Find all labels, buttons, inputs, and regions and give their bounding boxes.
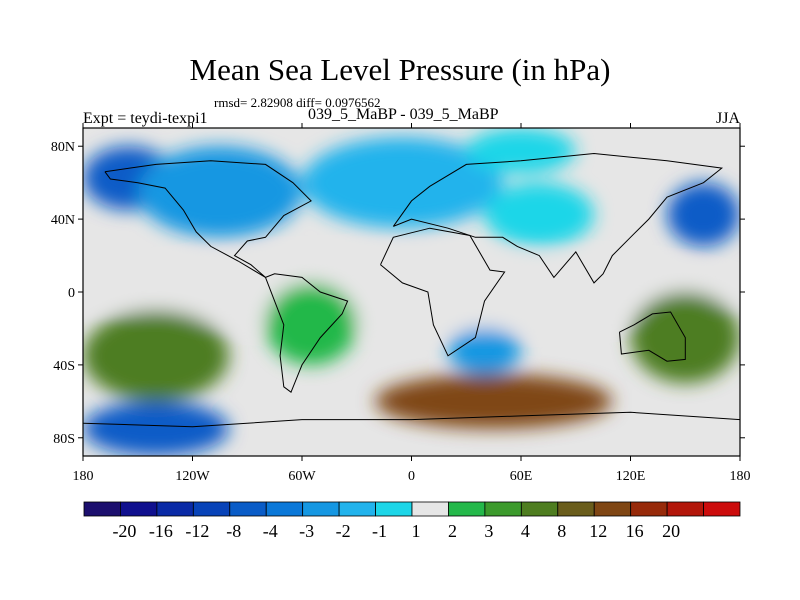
field-region-7 [83,310,229,402]
colorbar-box [411,501,449,517]
y-tick-label: 0 [68,286,75,301]
y-tick-label: 40N [51,213,75,228]
colorbar-label: -1 [372,521,387,541]
colorbar-box [302,501,340,517]
coastline-2 [392,152,724,284]
colorbar-label: 2 [448,521,457,541]
colorbar-label: 1 [412,521,421,541]
colorbar-box [265,501,304,517]
field-region-2 [302,137,503,229]
field-region-11 [83,401,229,456]
coastlines [83,152,740,428]
y-tick-label: 40S [53,359,75,374]
season-label: JJA [716,110,741,127]
field-region-4 [484,182,594,247]
colorbar-label: -4 [263,521,278,541]
colorbar-box [156,501,194,517]
x-tick-label: 180 [730,469,751,484]
colorbar-box [703,501,741,517]
colorbar-box [484,501,522,517]
colorbar-label: -8 [226,521,241,541]
colorbar-label: 12 [589,521,607,541]
colorbar-label: 20 [662,521,680,541]
x-tick-label: 120W [175,469,210,484]
coastline-5 [83,411,740,428]
colorbar-label: -20 [112,521,136,541]
y-tick-label: 80N [51,140,75,155]
colorbar: -20 -16 -12 -8 -4 -3 -2 -1 1 2 3 4 8 12 16 20 [83,501,741,541]
colorbar-box [520,501,559,517]
colorbar-label: -16 [149,521,173,541]
coastline-1 [265,273,349,393]
colorbar-box [448,501,486,517]
x-tick-label: 60E [510,469,533,484]
experiment-label: Expt = teydi-texpi1 [83,110,208,127]
colorbar-box [338,501,376,517]
x-tick-label: 60W [288,469,316,484]
x-tick-label: 0 [408,469,415,484]
colorbar-box [630,501,668,517]
field-region-10 [448,328,521,374]
colorbar-box [593,501,632,517]
field-region-9 [375,374,613,429]
colorbar-label: 16 [626,521,644,541]
field-region-5 [667,182,740,247]
coastline-4 [619,311,686,362]
colorbar-box [375,501,413,517]
chart-title: Mean Sea Level Pressure (in hPa) [189,52,611,87]
rmsd-label: rmsd= 2.82908 diff= 0.0976562 [214,95,381,110]
x-tick-label: 120E [616,469,646,484]
field-region-8 [265,282,357,365]
field-region-1 [137,146,302,238]
colorbar-box [557,501,595,517]
x-tick-label: 180 [73,469,94,484]
colorbar-box [192,501,231,517]
pressure-field [83,128,740,456]
coastline-0 [104,160,312,278]
field-region-3 [466,128,576,174]
colorbar-label: -12 [185,521,209,541]
coastline-3 [380,227,506,357]
comparison-label: 039_5_MaBP - 039_5_MaBP [308,106,499,123]
colorbar-label: 4 [521,521,530,541]
field-region-6 [83,255,740,329]
colorbar-box [83,501,121,517]
colorbar-label: 8 [557,521,566,541]
colorbar-box [666,501,704,517]
colorbar-label: -2 [336,521,351,541]
colorbar-box [120,501,158,517]
colorbar-box [229,501,267,517]
y-tick-label: 80S [53,432,75,447]
colorbar-label: -3 [299,521,314,541]
colorbar-label: 3 [484,521,493,541]
